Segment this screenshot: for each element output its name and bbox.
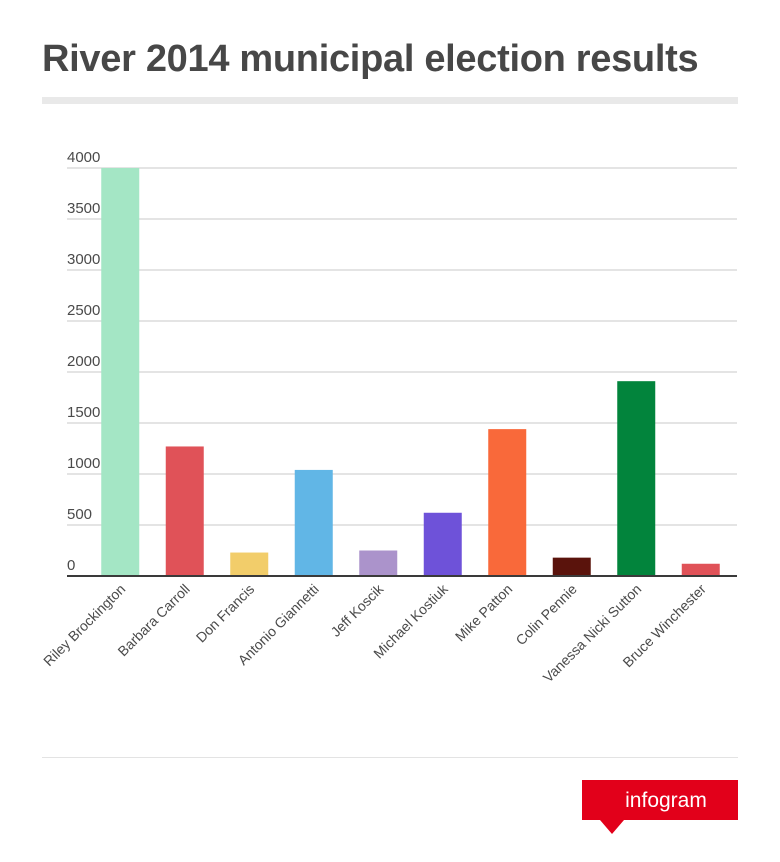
bar-3 <box>230 552 269 576</box>
bar-7 <box>488 429 527 576</box>
bar-8 <box>552 557 591 576</box>
bar-6 <box>423 512 462 576</box>
title-divider <box>42 97 738 104</box>
bars <box>101 168 720 576</box>
bar-1 <box>101 168 140 576</box>
bar-4 <box>294 469 333 576</box>
x-category-label-8: Colin Pennie <box>512 581 580 649</box>
y-tick-label-4000: 4000 <box>67 149 100 166</box>
y-tick-label-3000: 3000 <box>67 251 100 268</box>
y-tick-label-2500: 2500 <box>67 302 100 319</box>
bar-chart: 0 500 1000 1500 2000 2500 3000 3500 4000 Riley B… <box>40 149 737 685</box>
infogram-logo[interactable]: infogram <box>582 780 742 836</box>
footer-divider <box>42 757 738 758</box>
bar-2 <box>165 446 204 576</box>
logo-text: infogram <box>625 789 707 812</box>
bar-5 <box>359 550 398 576</box>
y-tick-label-1500: 1500 <box>67 404 100 421</box>
x-category-label-7: Mike Patton <box>452 581 516 645</box>
bar-9 <box>617 381 656 576</box>
chart-title: River 2014 municipal election results <box>42 38 699 80</box>
y-tick-label-500: 500 <box>67 506 92 523</box>
y-tick-label-3500: 3500 <box>67 200 100 217</box>
y-tick-label-0: 0 <box>67 557 75 574</box>
x-category-label-5: Jeff Koscik <box>327 580 387 640</box>
logo-badge <box>582 780 738 834</box>
x-category-label-3: Don Francis <box>193 581 258 646</box>
y-tick-label-2000: 2000 <box>67 353 100 370</box>
y-axis-ticks: 0 500 1000 1500 2000 2500 3000 3500 4000 <box>67 149 100 574</box>
bar-10 <box>681 563 720 576</box>
x-category-label-1: Riley Brockington <box>40 581 128 669</box>
y-tick-label-1000: 1000 <box>67 455 100 472</box>
